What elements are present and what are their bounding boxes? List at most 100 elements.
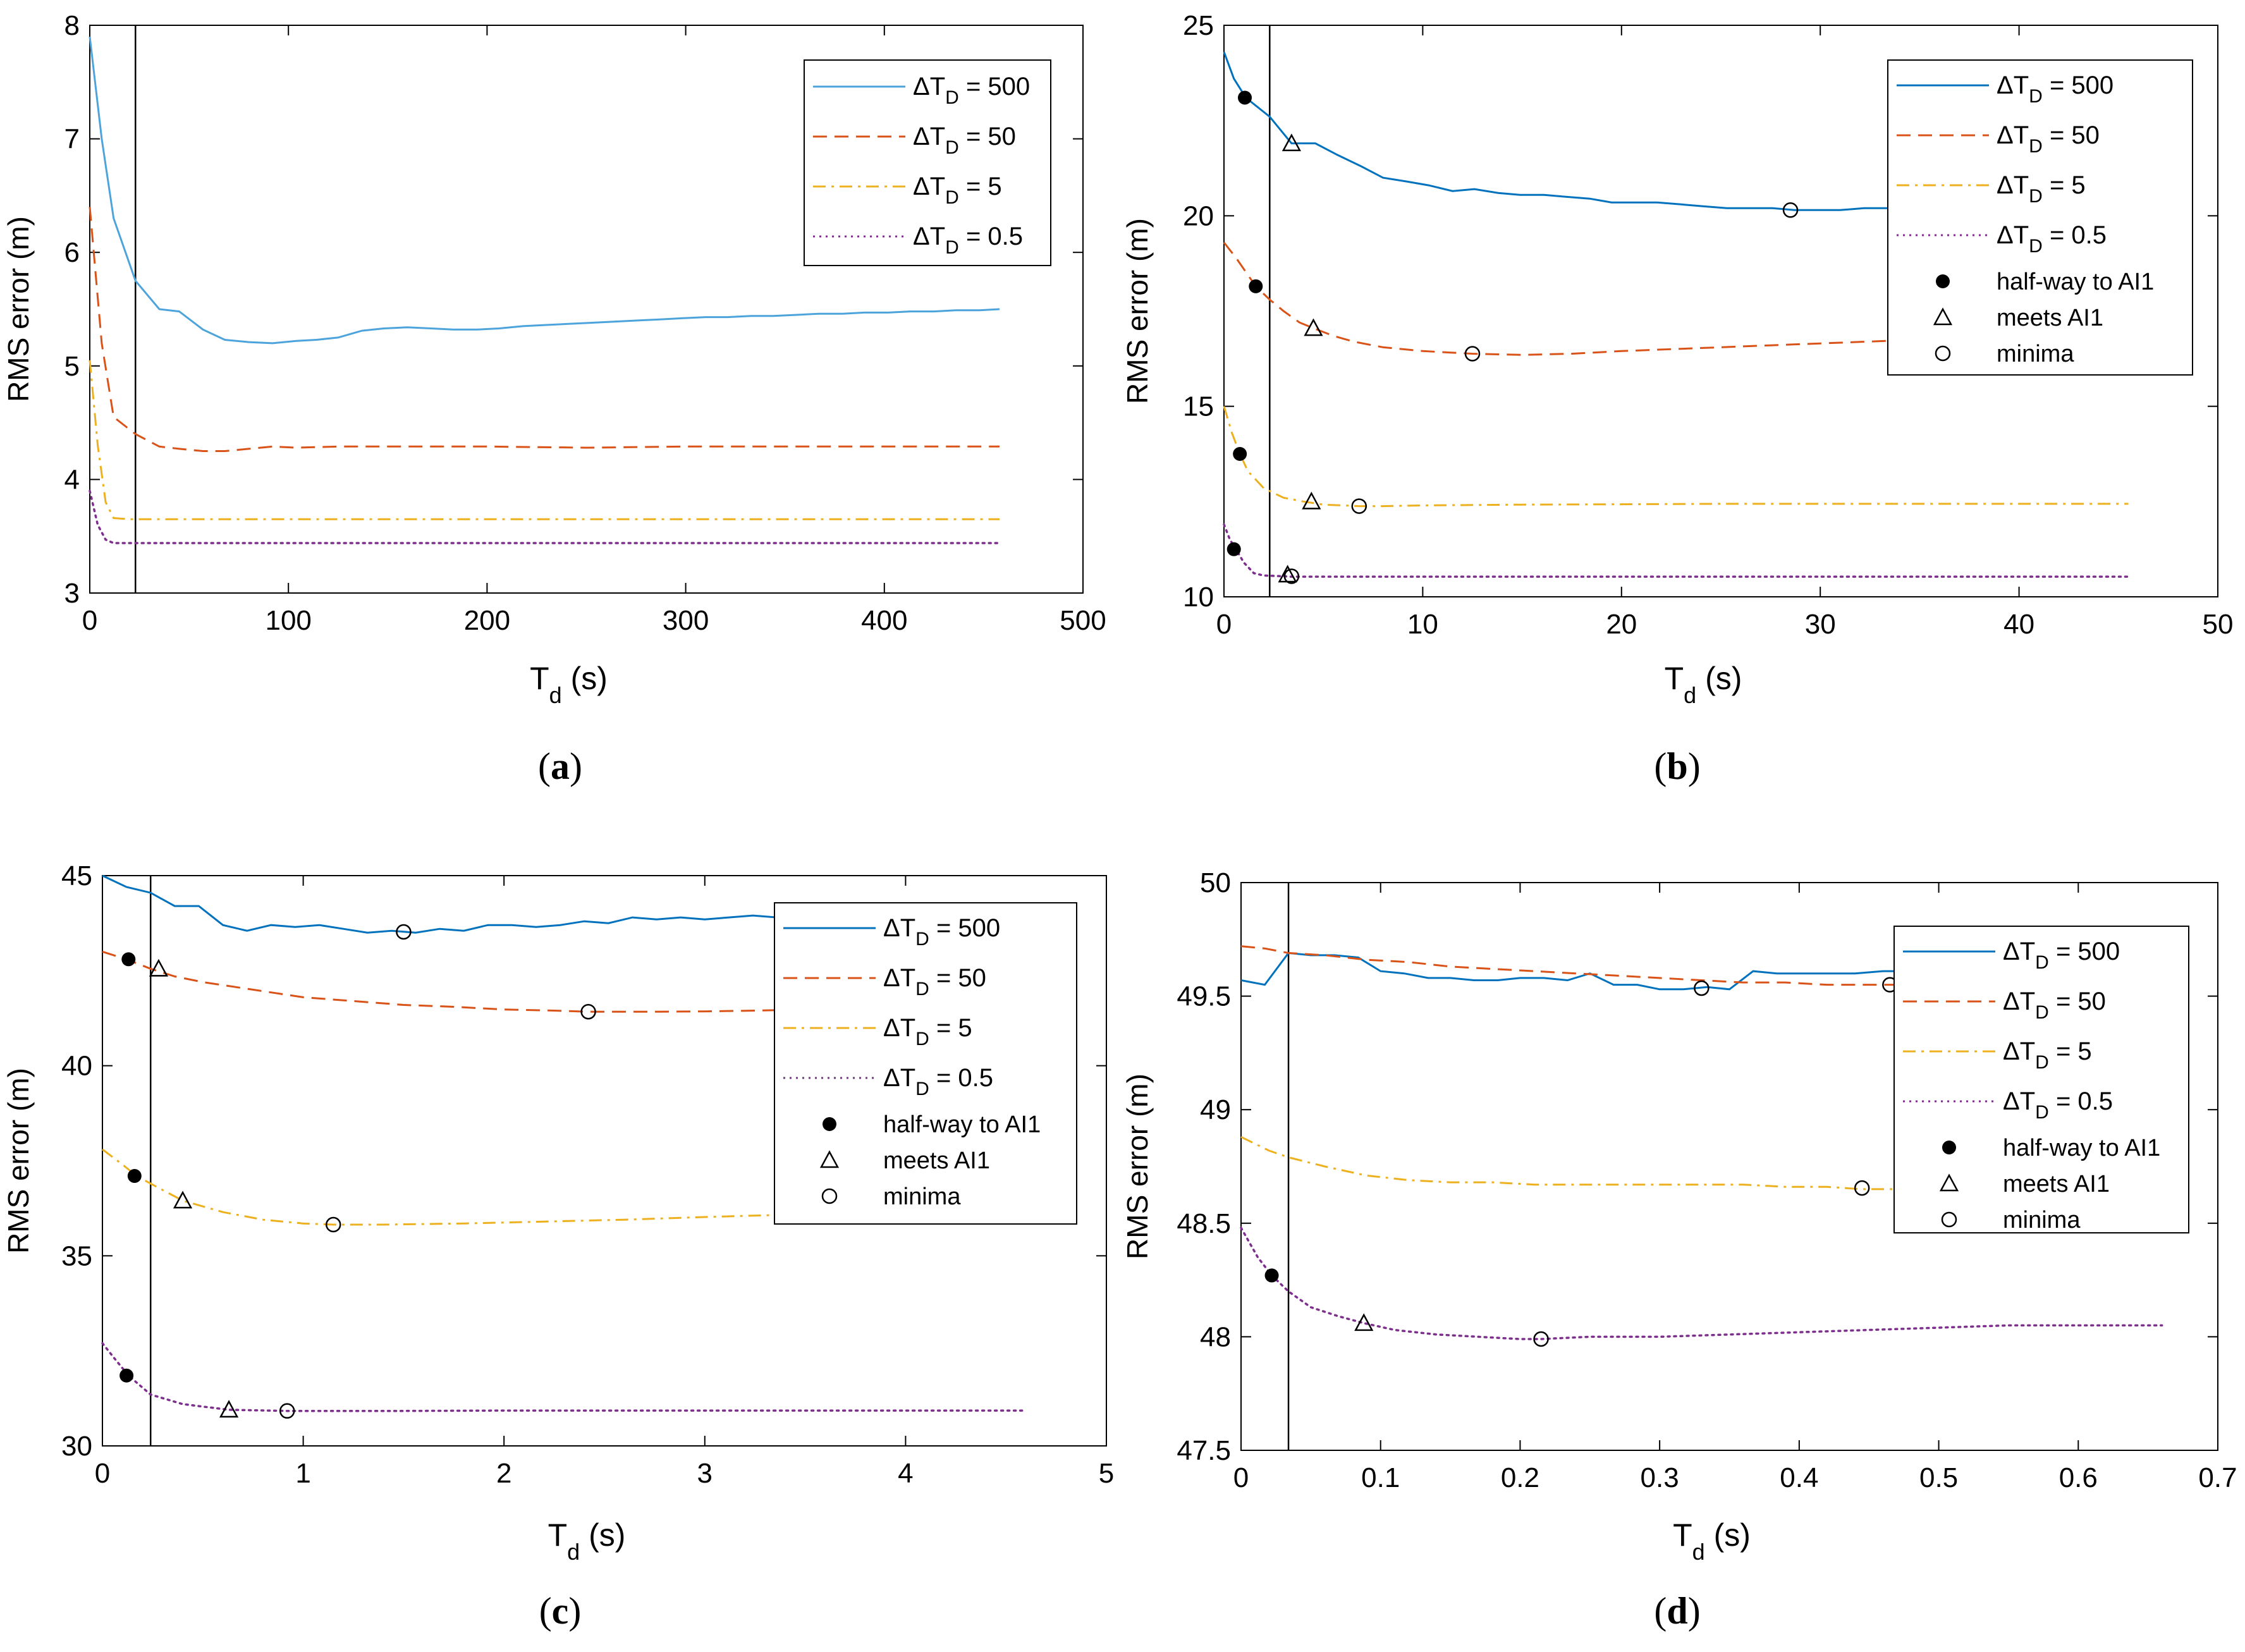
x-tick-label: 400 [861, 605, 907, 636]
legend-delta: ΔT [2003, 1037, 2035, 1065]
y-axis-label: RMS error (m) [1121, 1074, 1154, 1259]
legend-delta: ΔT [913, 123, 945, 150]
x-axis-label-unit: (s) [562, 661, 608, 696]
marker-half-way [127, 1169, 142, 1184]
marker-minima [1694, 980, 1710, 996]
legend-equals: = [2049, 1037, 2078, 1065]
caption-close: ) [1688, 745, 1701, 787]
legend-delta-sub: D [945, 237, 959, 258]
marker-meets [219, 1400, 239, 1418]
legend-entry-dT-0_5: ΔTD = 0.5 [1997, 221, 2107, 257]
marker-minima [1782, 202, 1799, 218]
legend-marker-minima [821, 1188, 838, 1204]
x-tick-label: 0.6 [2059, 1462, 2098, 1493]
y-tick-label: 47.5 [1177, 1435, 1231, 1466]
legend-entry-dT-50: ΔTD = 50 [2003, 988, 2106, 1023]
y-tick-label: 49 [1200, 1094, 1231, 1125]
legend-equals: = [959, 223, 988, 250]
x-tick-label: 0 [95, 1458, 110, 1489]
legend-marker-meets [1933, 307, 1953, 326]
legend-marker-half-way [1942, 1141, 1956, 1154]
legend-entry-dT-50: ΔTD = 50 [913, 123, 1016, 158]
caption-open: ( [1654, 745, 1667, 787]
legend-delta: ΔT [1997, 221, 2029, 249]
legend-equals: = [929, 964, 958, 992]
series-line-dT-5 [102, 1148, 1027, 1226]
legend-delta-sub: D [915, 1079, 929, 1099]
legend-delta-sub: D [945, 187, 959, 208]
legend-delta: ΔT [1997, 71, 2029, 99]
legend-box [804, 59, 1051, 266]
legend-marker-minima [1935, 345, 1951, 362]
caption-letter: a [551, 745, 570, 787]
legend-equals: = [2049, 988, 2078, 1015]
x-axis-label-sub: d [1684, 682, 1696, 708]
x-axis-label-sub: d [1692, 1539, 1705, 1565]
marker-minima [1283, 568, 1300, 584]
caption-letter: d [1667, 1590, 1687, 1632]
legend-marker-meets [819, 1150, 840, 1168]
legend-delta: ΔT [2003, 988, 2035, 1015]
series-line-dT-0_5 [89, 489, 1001, 544]
legend-value: 500 [2071, 71, 2113, 99]
series-line-dT-0_5 [1223, 523, 2130, 578]
marker-meets [1302, 491, 1321, 510]
x-axis-label-main: T [1665, 661, 1684, 696]
series-line-dT-5 [89, 360, 1000, 520]
legend-value: 5 [2071, 171, 2085, 199]
legend-entry-dT-500: ΔTD = 500 [913, 73, 1030, 108]
caption-close: ) [1688, 1590, 1701, 1632]
x-axis-label-main: T [1673, 1517, 1692, 1553]
marker-meets [1304, 318, 1323, 336]
x-tick-label: 50 [2203, 609, 2234, 640]
chart-panel-d: 0 0.1 0.2 0.3 0.4 0.5 0.6 0.747.54848.54949.550… [1121, 867, 2237, 1632]
x-axis-label-unit: (s) [1696, 661, 1742, 696]
legend-equals: = [959, 73, 988, 101]
legend-equals: = [2043, 71, 2072, 99]
y-tick-label: 10 [1183, 582, 1214, 613]
legend-equals: = [929, 1064, 958, 1092]
y-axis-label: RMS error (m) [1121, 218, 1154, 404]
legend-equals: = [2049, 1087, 2078, 1115]
caption-letter: b [1667, 745, 1687, 787]
legend-delta: ΔT [2003, 938, 2035, 965]
caption-open: ( [1654, 1590, 1667, 1632]
legend-value: 50 [988, 123, 1016, 150]
x-tick-label: 20 [1606, 609, 1637, 640]
x-tick-label: 0.1 [1361, 1462, 1400, 1493]
legend-delta: ΔT [913, 73, 945, 101]
legend-entry-dT-0_5: ΔTD = 0.5 [913, 223, 1023, 258]
series-line-dT-500 [89, 36, 1000, 345]
series-line-dT-0_5 [1240, 1227, 2163, 1340]
x-tick-label: 2 [496, 1458, 511, 1489]
legend-entry-dT-50: ΔTD = 50 [1997, 121, 2100, 157]
series-line-dT-5 [1240, 1135, 2162, 1190]
x-axis-label-sub: d [549, 682, 562, 708]
legend-equals: = [929, 1014, 958, 1042]
marker-half-way [1249, 279, 1263, 293]
legend-entry-meets: meets AI1 [883, 1147, 990, 1174]
x-axis-label: Td (s) [1665, 661, 1742, 708]
legend-delta: ΔT [913, 173, 945, 200]
x-tick-label: 0.3 [1641, 1462, 1679, 1493]
legend-entry-dT-0_5: ΔTD = 0.5 [883, 1064, 993, 1099]
legend-entry-half-way: half-way to AI1 [2003, 1135, 2160, 1161]
y-tick-label: 15 [1183, 391, 1214, 422]
legend-delta-sub: D [2035, 1002, 2049, 1023]
series-line-dT-50 [1240, 945, 2162, 986]
legend-entry-minima: minima [883, 1184, 961, 1210]
legend-delta: ΔT [883, 964, 915, 992]
x-tick-label: 200 [464, 605, 510, 636]
legend-value: 50 [958, 964, 986, 992]
y-tick-label: 4 [64, 464, 80, 495]
y-tick-label: 20 [1183, 200, 1214, 231]
x-axis-label-main: T [530, 661, 549, 696]
chart-panel-a: 0 100 200 300 400 500 3 4 5 6 7 8 RMS error (m) Td (s… [2, 10, 1106, 787]
x-axis-label-main: T [548, 1517, 568, 1553]
legend-equals: = [2043, 171, 2072, 199]
